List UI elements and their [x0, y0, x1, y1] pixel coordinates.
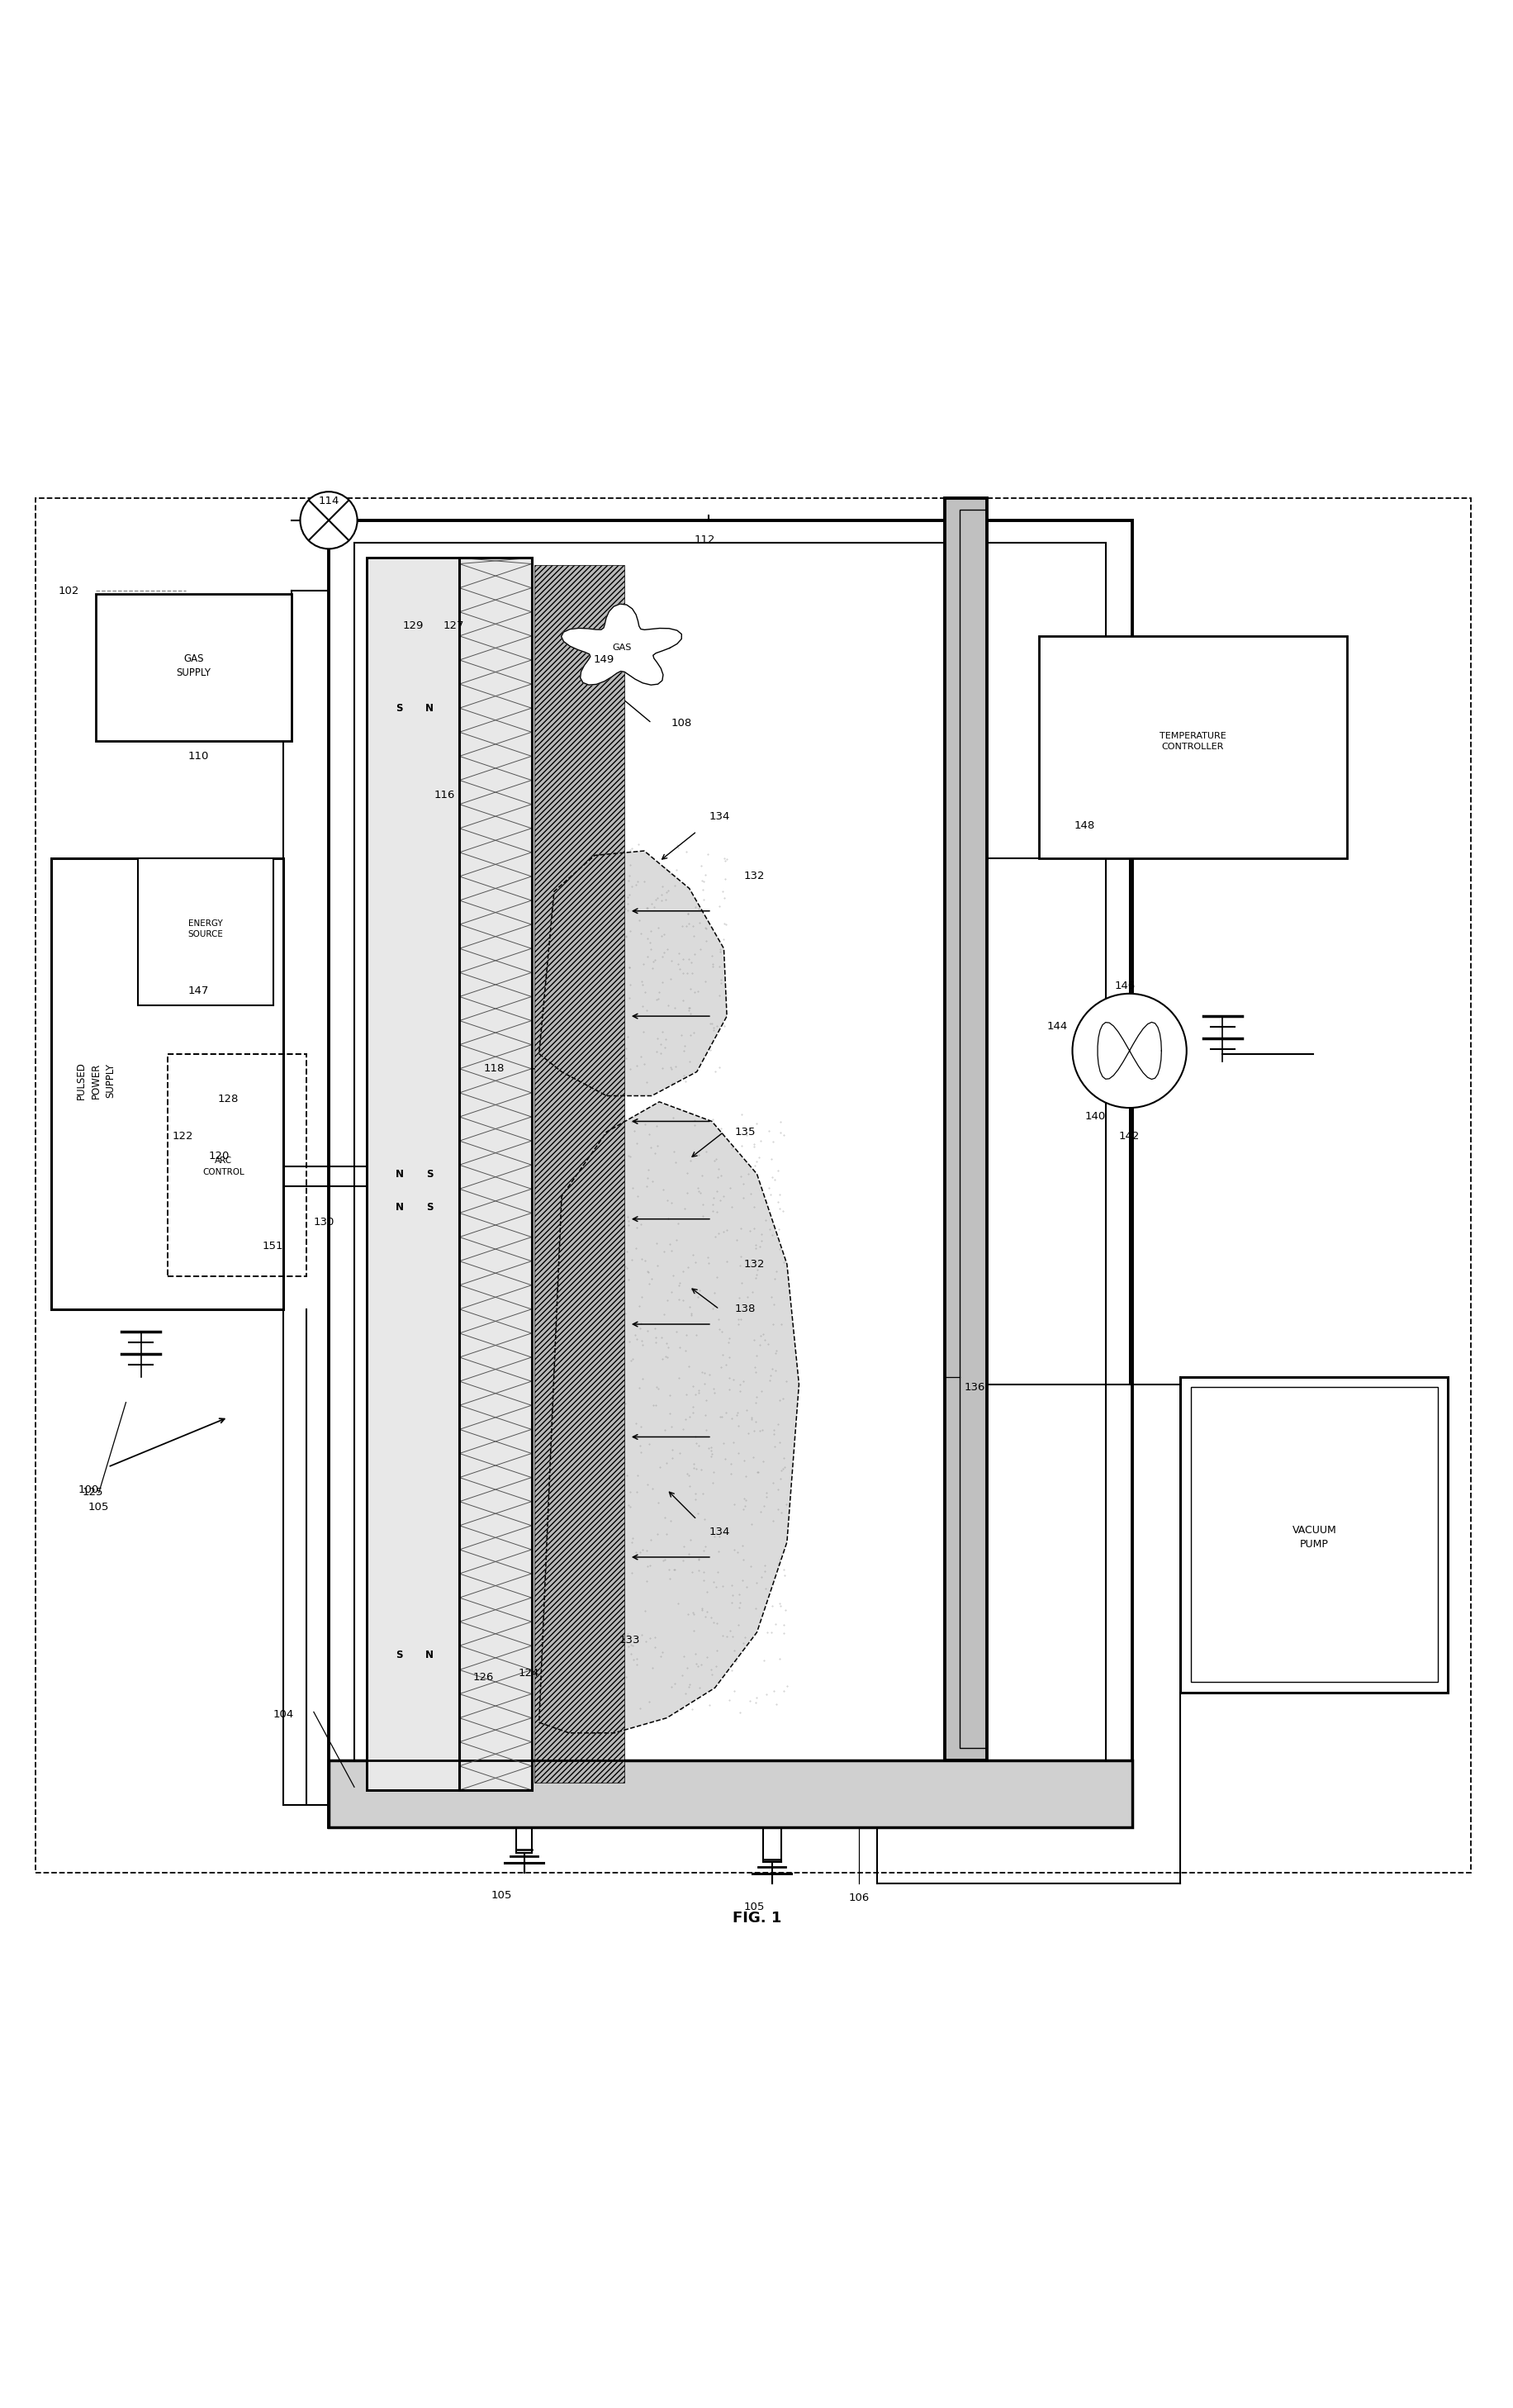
Text: 147: 147 — [188, 985, 209, 997]
Text: S: S — [425, 1202, 433, 1211]
Text: 104: 104 — [272, 1710, 294, 1719]
Bar — [328, 1760, 1132, 1828]
Text: 135: 135 — [734, 1127, 755, 1137]
Text: 142: 142 — [1118, 1132, 1139, 1141]
Text: 118: 118 — [483, 1064, 504, 1074]
Bar — [366, 559, 531, 1789]
Text: N: N — [395, 1168, 404, 1180]
Text: 126: 126 — [472, 1671, 493, 1683]
Text: N: N — [425, 1649, 433, 1659]
Bar — [354, 542, 1104, 1806]
Text: 134: 134 — [708, 811, 729, 821]
Text: 128: 128 — [218, 1093, 239, 1105]
Text: 116: 116 — [434, 790, 454, 799]
Text: 134: 134 — [708, 1527, 729, 1536]
Text: TEMPERATURE
CONTROLLER: TEMPERATURE CONTROLLER — [1159, 732, 1226, 751]
Text: 102: 102 — [59, 585, 79, 597]
Circle shape — [1071, 995, 1186, 1108]
Bar — [51, 857, 283, 1310]
Text: 105: 105 — [490, 1890, 511, 1900]
Text: 112: 112 — [693, 535, 714, 544]
Text: 138: 138 — [734, 1303, 755, 1315]
Bar — [460, 559, 531, 1789]
Text: 122: 122 — [172, 1132, 194, 1141]
Bar — [95, 595, 290, 742]
Text: N: N — [395, 1202, 404, 1211]
Text: N: N — [425, 703, 433, 713]
Bar — [1039, 636, 1347, 857]
Bar — [1180, 1377, 1448, 1693]
Text: GAS: GAS — [611, 643, 631, 653]
Bar — [944, 498, 986, 1760]
Text: 130: 130 — [313, 1216, 334, 1228]
Polygon shape — [561, 604, 681, 684]
Text: 146: 146 — [1114, 980, 1135, 992]
Text: 140: 140 — [1083, 1112, 1104, 1122]
Bar — [959, 510, 986, 1748]
Text: 120: 120 — [209, 1151, 230, 1161]
Polygon shape — [539, 1103, 799, 1734]
Text: S: S — [395, 1649, 402, 1659]
Text: 105: 105 — [743, 1902, 764, 1912]
Text: VACUUM
PUMP: VACUUM PUMP — [1292, 1524, 1336, 1551]
Text: 105: 105 — [88, 1503, 109, 1512]
Text: 100: 100 — [77, 1483, 98, 1495]
Text: 108: 108 — [670, 718, 691, 730]
Text: 125: 125 — [82, 1488, 103, 1498]
Text: 127: 127 — [443, 621, 463, 631]
Text: 148: 148 — [1073, 821, 1094, 831]
Text: 133: 133 — [619, 1635, 640, 1645]
Text: FIG. 1: FIG. 1 — [732, 1910, 781, 1926]
Text: 114: 114 — [318, 496, 339, 506]
Text: 129: 129 — [402, 621, 424, 631]
Text: 149: 149 — [593, 655, 614, 665]
Text: ARC
CONTROL: ARC CONTROL — [203, 1156, 245, 1175]
Text: 124: 124 — [517, 1666, 539, 1678]
Bar — [1191, 1387, 1437, 1681]
Text: PULSED
POWER
SUPPLY: PULSED POWER SUPPLY — [76, 1062, 117, 1100]
Text: 144: 144 — [1047, 1021, 1067, 1033]
Text: 106: 106 — [849, 1893, 868, 1905]
Bar — [328, 1760, 1132, 1828]
Bar — [366, 559, 531, 1789]
Bar — [168, 1055, 306, 1276]
Bar — [138, 857, 272, 1007]
Text: S: S — [395, 703, 402, 713]
Bar — [328, 520, 1132, 1828]
Text: 132: 132 — [743, 1259, 764, 1269]
Polygon shape — [539, 850, 726, 1096]
Circle shape — [300, 491, 357, 549]
Text: 136: 136 — [964, 1382, 985, 1392]
Text: ENERGY
SOURCE: ENERGY SOURCE — [188, 920, 222, 939]
Text: 110: 110 — [188, 751, 209, 761]
Text: GAS
SUPPLY: GAS SUPPLY — [176, 653, 210, 679]
Text: S: S — [425, 1168, 433, 1180]
Text: 151: 151 — [262, 1240, 283, 1252]
Text: 132: 132 — [743, 872, 764, 881]
Polygon shape — [534, 566, 625, 1782]
